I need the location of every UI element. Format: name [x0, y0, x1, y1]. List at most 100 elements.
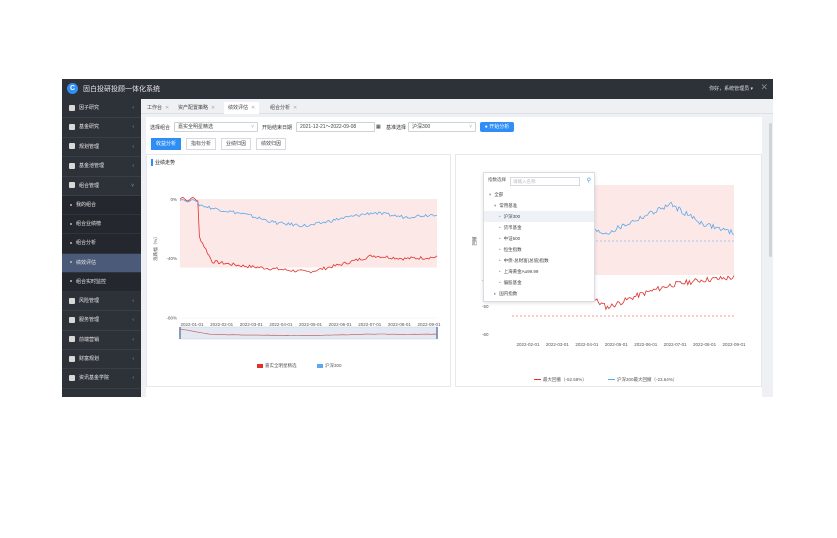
close-icon[interactable]: ✕: [760, 82, 768, 92]
sidebar-item[interactable]: 财富规划 ‹: [62, 350, 141, 370]
sidebar-item[interactable]: 因子研究 ‹: [62, 99, 141, 119]
sidebar-subitem[interactable]: 绩效评估: [62, 253, 141, 273]
legend-item[interactable]: 最大回撤（-52.58%）: [534, 377, 587, 383]
x-tick-label: 2022-09-01: [722, 342, 746, 347]
close-icon[interactable]: ✕: [293, 105, 298, 111]
sidebar-item[interactable]: 资讯基金学院 ‹: [62, 369, 141, 389]
series-line-benchmark: [179, 199, 438, 228]
dropdown-option[interactable]: ▸ 国内指数: [484, 288, 594, 299]
subtab-return[interactable]: 收益分析: [151, 138, 181, 150]
dropdown-option[interactable]: • 恒生指数: [484, 244, 594, 255]
panel-title: 业绩走势: [151, 159, 175, 166]
caret-icon: ▾: [494, 203, 497, 208]
benchmark-label: 基准选择: [386, 125, 407, 131]
scrollbar[interactable]: [769, 123, 772, 257]
bell-icon: [69, 297, 75, 304]
dropdown-option-label: 中债-总财富(总值)指数: [503, 258, 549, 263]
legend-item[interactable]: 沪深300: [317, 363, 342, 369]
tab-performance[interactable]: 绩效评估 ✕: [224, 102, 260, 114]
sidebar-subitem[interactable]: 组合分析: [62, 234, 141, 254]
x-tick-label: 2022-07-01: [664, 342, 688, 347]
dropdown-option-label: 货币基金: [503, 225, 522, 230]
tab-label: 绩效评估: [228, 105, 249, 111]
dropdown-option[interactable]: ▾ 常用基准: [484, 200, 594, 211]
sidebar-subitem[interactable]: 组合实时监控: [62, 272, 141, 292]
dropdown-option[interactable]: • 偏股基金: [484, 277, 594, 288]
close-icon[interactable]: ✕: [165, 105, 170, 111]
sidebar-item-label: 前端营销: [79, 336, 100, 343]
y-tick-label: 0%: [170, 197, 177, 202]
date-range-input[interactable]: 2021-12-21～2022-09-08: [296, 122, 375, 132]
dropdown-option[interactable]: • 货币基金: [484, 222, 594, 233]
dropdown-option[interactable]: • 沪深300: [484, 211, 594, 222]
user-menu[interactable]: 你好，系统管理员 ▾: [709, 86, 753, 92]
top-bar: C 固白投研投顾一体化系统 你好，系统管理员 ▾ ✕: [62, 79, 773, 99]
start-analysis-button[interactable]: ● 开始分析: [480, 122, 514, 132]
subtab-effect-attribution[interactable]: 绩效归因: [256, 138, 286, 150]
chevron-icon: ‹: [132, 105, 134, 111]
benchmark-select[interactable]: 沪深300 ˅: [408, 122, 476, 132]
series-line-portfolio: [179, 197, 438, 274]
x-tick-label: 2022-07-01: [358, 322, 382, 327]
sidebar-subitem-label: 组合实时监控: [76, 278, 107, 285]
sidebar-item[interactable]: 组合管理 ˅: [62, 177, 141, 196]
bullet-icon: •: [499, 214, 501, 219]
close-icon[interactable]: ✕: [251, 105, 256, 111]
sidebar-item[interactable]: 基金池管理 ‹: [62, 157, 141, 177]
x-tick-label: 2022-02-01: [516, 342, 540, 347]
sidebar-item[interactable]: 前端营销 ‹: [62, 331, 141, 351]
dropdown-option[interactable]: • 中债-总财富(总值)指数: [484, 255, 594, 266]
tab-asset-allocation[interactable]: 资产配置策略 ✕: [174, 102, 219, 114]
performance-chart-panel: 业绩走势 0% -40% -80% 涨跌幅（%） 2022-01-01 2022-02-0…: [146, 154, 451, 387]
tab-workbench[interactable]: 工作台 ✕: [143, 102, 173, 114]
sidebar-subitem-label: 组合业绩榜: [76, 221, 102, 228]
legend-label: 沪深300最大回撤（-23.64%）: [617, 377, 678, 382]
dropdown-option[interactable]: • 上海黄金Au99.99: [484, 266, 594, 277]
check-icon: [69, 336, 75, 343]
legend-label: 最大回撤（-52.58%）: [543, 377, 587, 382]
close-icon[interactable]: ✕: [211, 105, 216, 111]
bullet-icon: [70, 203, 72, 206]
legend-item[interactable]: 嘉实全明星精选: [257, 363, 297, 369]
logo-icon: C: [67, 83, 78, 94]
bullet-icon: •: [499, 247, 501, 252]
tab-portfolio-analysis[interactable]: 组合分析 ✕: [266, 102, 301, 114]
search-icon[interactable]: ⚲: [586, 178, 591, 184]
subtab-performance-attribution[interactable]: 业绩归因: [221, 138, 251, 150]
sidebar-subitem-label: 我的组合: [76, 201, 97, 208]
sidebar-item[interactable]: 基金研究 ‹: [62, 118, 141, 138]
portfolio-select[interactable]: 嘉实全明星精选 ˅: [174, 122, 258, 132]
dropdown-option[interactable]: • 中证500: [484, 233, 594, 244]
sidebar-item[interactable]: 规划管理 ‹: [62, 138, 141, 158]
dropdown-option[interactable]: ▾ 全部: [484, 189, 594, 200]
y-tick-label: -80%: [166, 316, 177, 321]
benchmark-value: 沪深300: [412, 124, 431, 130]
bullet-icon: [70, 280, 72, 283]
legend-label: 沪深300: [325, 363, 342, 368]
y-axis-label: 回撤: [471, 236, 478, 245]
zoom-handle-right: [436, 327, 438, 339]
sidebar-item-label: 规划管理: [79, 143, 100, 150]
chevron-down-icon: ˅: [251, 124, 254, 130]
chevron-icon: ‹: [132, 297, 134, 304]
app-window: C 固白投研投顾一体化系统 你好，系统管理员 ▾ ✕ 因子研究 ‹ 基金研究 ‹ 规划管…: [62, 79, 773, 397]
bullet-icon: [70, 222, 72, 225]
sidebar-item[interactable]: 服务管理 ‹: [62, 311, 141, 331]
sidebar-subitem-label: 组合分析: [76, 240, 97, 247]
sidebar-item[interactable]: 风险管理 ‹: [62, 292, 141, 312]
index-search-input[interactable]: 请输入名称: [510, 177, 580, 186]
main-content: 选择组合 嘉实全明星精选 ˅ 开始结束日期 2021-12-21～2022-09-…: [146, 117, 762, 397]
sidebar-item-label: 基金研究: [79, 124, 100, 131]
sidebar-item-label: 服务管理: [79, 317, 100, 324]
x-tick-label: 2022-09-01: [417, 322, 441, 327]
legend-item[interactable]: 沪深300最大回撤（-23.64%）: [608, 377, 677, 383]
sidebar-subitem[interactable]: 组合业绩榜: [62, 215, 141, 235]
subtab-indicator[interactable]: 指标分析: [186, 138, 216, 150]
legend-label: 嘉实全明星精选: [265, 363, 297, 368]
sidebar-subitem[interactable]: 我的组合: [62, 195, 141, 216]
bullet-icon: •: [499, 236, 501, 241]
dropdown-option-label: 偏股基金: [503, 280, 522, 285]
chevron-down-icon: ˅: [469, 124, 472, 130]
chevron-icon: ‹: [132, 336, 134, 343]
sidebar-item-label: 基金池管理: [79, 163, 105, 170]
